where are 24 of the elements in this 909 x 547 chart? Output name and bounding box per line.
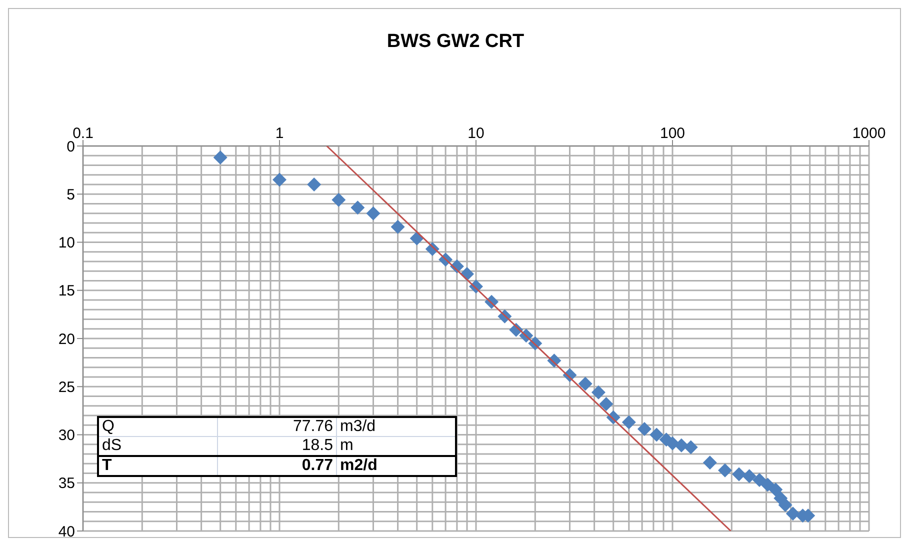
y-tick-label: 30: [58, 427, 75, 444]
annotation: m2/d: [339, 456, 378, 476]
annotation: 0.77: [218, 456, 336, 476]
y-tick-label: 5: [66, 186, 75, 204]
annotation: m3/d: [339, 416, 377, 436]
annotation: T: [98, 456, 218, 476]
y-tick-label: 10: [58, 234, 75, 252]
annotation: m: [339, 436, 354, 456]
annotation: Q: [98, 416, 218, 436]
annotation: dS: [98, 436, 218, 456]
y-tick-label: 35: [58, 475, 75, 492]
x-tick-label: 1: [275, 125, 284, 142]
x-tick-label: 0.1: [72, 125, 94, 142]
y-tick-label: 15: [58, 282, 75, 300]
x-tick-label: 100: [660, 125, 686, 142]
y-tick-label: 25: [58, 378, 75, 396]
y-tick-label: 0: [66, 138, 75, 156]
y-tick-label: 20: [58, 330, 75, 348]
annotation: 77.76: [218, 416, 336, 436]
annotation: 18.5: [218, 436, 336, 456]
y-tick-label: 40: [58, 523, 75, 540]
chart-title: BWS GW2 CRT: [386, 31, 526, 53]
x-tick-label: 10: [468, 125, 484, 142]
x-tick-label: 1000: [852, 125, 886, 142]
